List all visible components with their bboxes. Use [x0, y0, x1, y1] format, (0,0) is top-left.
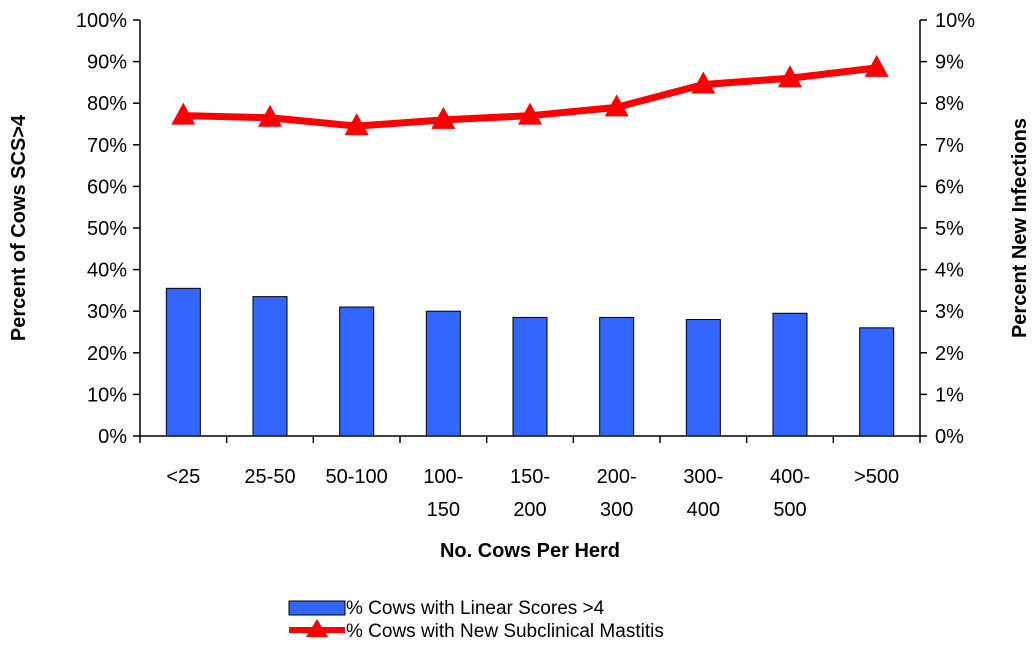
left-axis-ticks: 0% 10% 20% 30% 40% 50% 60% 70% 80% 90% 100% — [76, 10, 140, 448]
x-tick-label: 400-500 — [770, 466, 810, 521]
right-tick-label: 1% — [935, 384, 964, 406]
right-tick-label: 6% — [935, 176, 964, 198]
x-axis-ticks — [140, 436, 920, 443]
left-tick-label: 80% — [87, 93, 127, 115]
bar — [426, 311, 460, 436]
bar — [600, 317, 634, 436]
bar — [166, 288, 200, 436]
left-axis-title: Percent of Cows SCS>4 — [8, 114, 30, 341]
bar — [253, 297, 287, 436]
x-tick-label: 150-200 — [510, 466, 550, 521]
bar — [686, 320, 720, 436]
right-tick-label: 10% — [935, 10, 975, 32]
x-tick-label: 100-150 — [423, 466, 463, 521]
x-tick-label: <25 — [166, 466, 200, 488]
bar — [513, 317, 547, 436]
legend-line-label: % Cows with New Subclinical Mastitis — [346, 621, 664, 642]
x-tick-label: 50-100 — [326, 466, 388, 488]
bar — [340, 307, 374, 436]
left-tick-label: 20% — [87, 343, 127, 365]
legend-bar-label: % Cows with Linear Scores >4 — [346, 598, 605, 619]
x-tick-label: >500 — [854, 466, 899, 488]
right-tick-label: 2% — [935, 343, 964, 365]
right-tick-label: 0% — [935, 426, 964, 448]
right-tick-label: 7% — [935, 135, 964, 157]
left-tick-label: 70% — [87, 135, 127, 157]
x-tick-labels: <25 25-50 50-100 100-150 150-200 200-300 300-4… — [166, 466, 899, 521]
x-tick-label: 25-50 — [244, 466, 295, 488]
left-tick-label: 40% — [87, 260, 127, 282]
left-tick-label: 60% — [87, 176, 127, 198]
right-tick-label: 8% — [935, 93, 964, 115]
left-tick-label: 90% — [87, 52, 127, 74]
left-tick-label: 100% — [76, 10, 127, 32]
x-tick-label: 300-400 — [683, 466, 723, 521]
bar — [773, 313, 807, 436]
right-tick-label: 4% — [935, 260, 964, 282]
left-tick-label: 50% — [87, 218, 127, 240]
x-tick-label: 200-300 — [597, 466, 637, 521]
left-tick-label: 30% — [87, 301, 127, 323]
right-axis-ticks: 0% 1% 2% 3% 4% 5% 6% 7% 8% 9% 10% — [920, 10, 975, 448]
legend-bar-swatch — [289, 601, 345, 615]
left-tick-label: 10% — [87, 384, 127, 406]
right-tick-label: 9% — [935, 52, 964, 74]
line-series — [171, 55, 888, 135]
right-tick-label: 5% — [935, 218, 964, 240]
left-tick-label: 0% — [98, 426, 127, 448]
bar — [860, 328, 894, 436]
bar-series — [166, 288, 893, 436]
x-axis-title: No. Cows Per Herd — [440, 540, 620, 562]
right-tick-label: 3% — [935, 301, 964, 323]
right-axis-title: Percent New Infections — [1009, 118, 1031, 338]
legend: % Cows with Linear Scores >4 % Cows with… — [289, 598, 664, 642]
